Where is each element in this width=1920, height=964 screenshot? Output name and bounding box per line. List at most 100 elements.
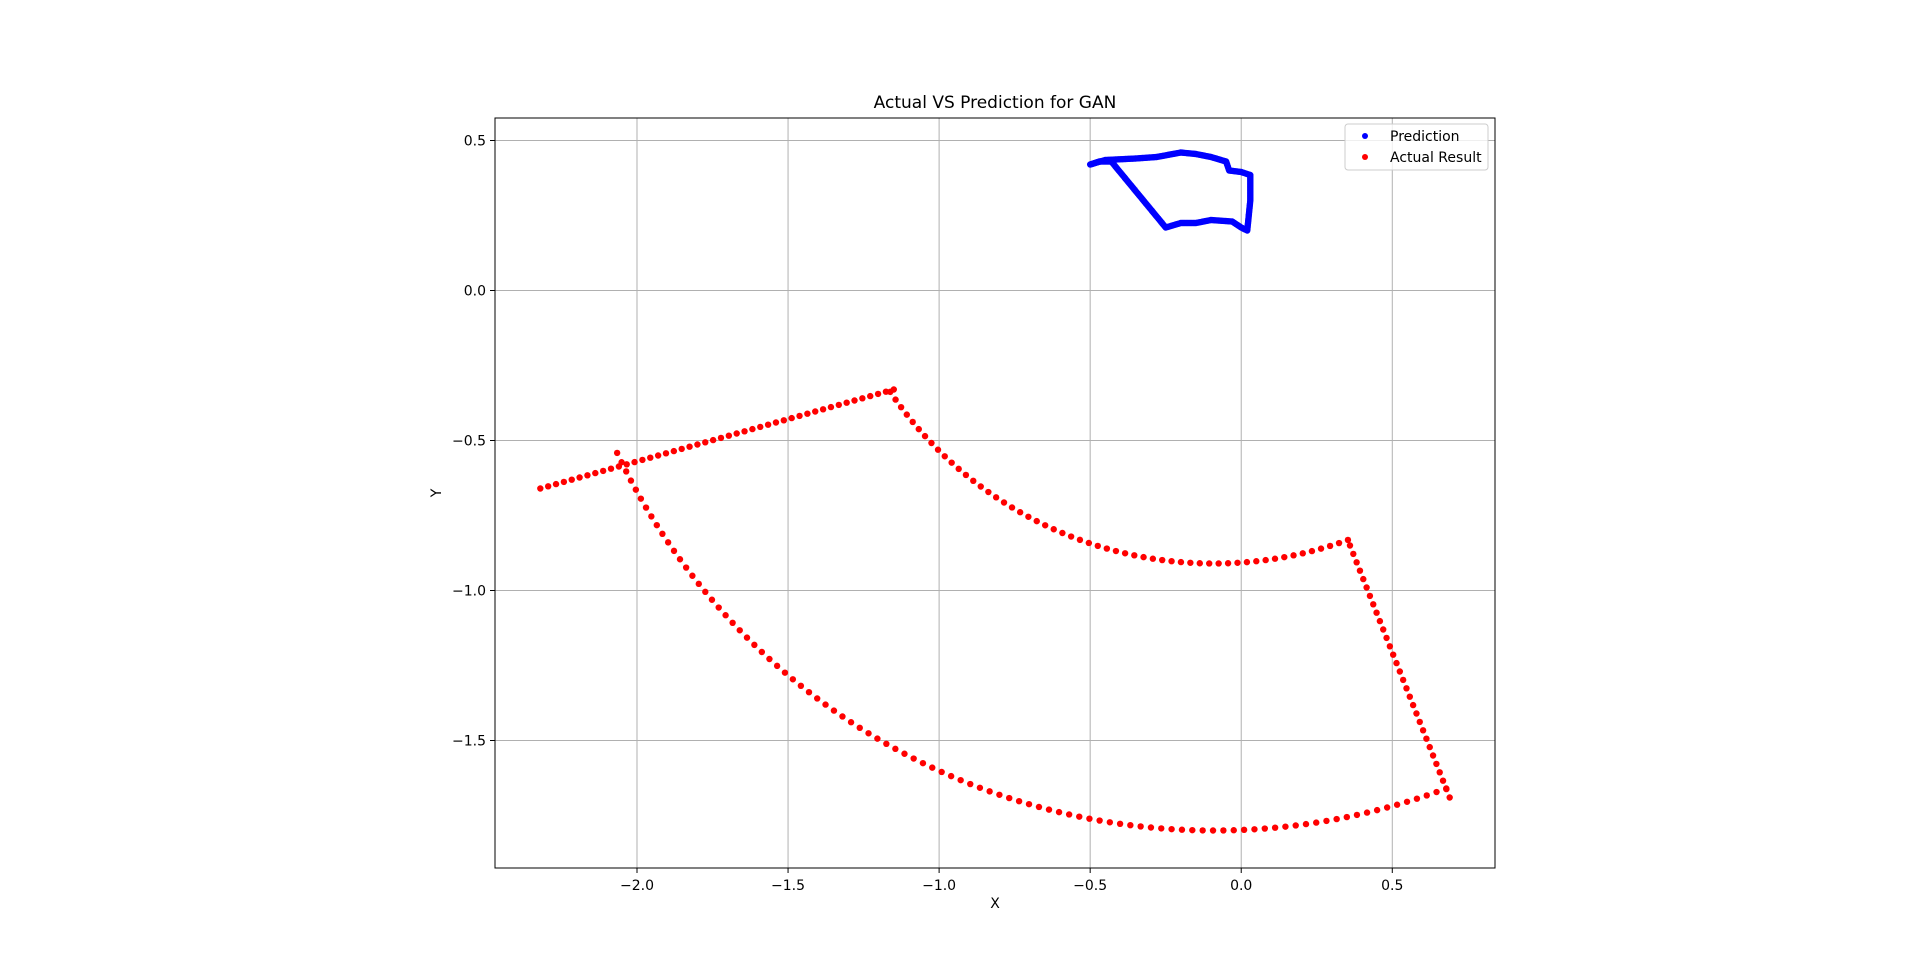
actual-result-point xyxy=(1209,827,1217,834)
actual-result-point xyxy=(1199,827,1206,834)
actual-result-point xyxy=(627,477,635,484)
actual-result-point xyxy=(1158,556,1166,564)
actual-result-point xyxy=(654,452,662,459)
actual-result-point xyxy=(1360,575,1367,583)
grid-lines xyxy=(495,118,1495,868)
actual-result-point xyxy=(537,485,544,492)
actual-result-point xyxy=(962,471,970,479)
actual-result-point xyxy=(733,430,740,437)
actual-result-point xyxy=(709,436,717,444)
actual-result-point xyxy=(689,572,696,579)
actual-result-point xyxy=(1015,797,1023,805)
actual-result-point xyxy=(947,772,955,780)
actual-result-point xyxy=(1271,555,1279,562)
actual-result-point xyxy=(814,695,821,702)
actual-result-point xyxy=(773,662,781,670)
actual-result-point xyxy=(1147,824,1155,831)
actual-result-point xyxy=(883,740,890,748)
actual-result-point xyxy=(909,418,916,426)
actual-result-point xyxy=(1261,825,1268,832)
actual-result-point xyxy=(1353,559,1360,566)
actual-result-point xyxy=(1076,536,1084,544)
actual-result-point xyxy=(1356,567,1364,574)
actual-result-point xyxy=(1396,668,1404,675)
actual-result-point xyxy=(1423,735,1430,742)
actual-result-point xyxy=(901,750,908,757)
actual-result-point xyxy=(957,776,964,784)
actual-result-point xyxy=(1413,710,1420,717)
x-tick-label: 0.0 xyxy=(1230,878,1252,894)
actual-result-point xyxy=(1282,823,1289,830)
actual-result-point xyxy=(1271,824,1279,831)
actual-result-point xyxy=(615,463,623,470)
actual-result-point xyxy=(1127,821,1134,829)
actual-result-point xyxy=(642,504,650,511)
actual-result-point xyxy=(1106,819,1114,826)
actual-result-point xyxy=(847,719,855,726)
actual-result-point xyxy=(1403,798,1411,805)
actual-result-point xyxy=(1045,806,1053,813)
actual-result-point xyxy=(892,396,899,403)
actual-result-point xyxy=(560,478,568,486)
actual-result-point xyxy=(1206,560,1213,567)
actual-result-point xyxy=(670,547,678,555)
actual-result-point xyxy=(1168,557,1175,565)
actual-result-point xyxy=(827,403,835,411)
actual-result-point xyxy=(1189,826,1196,834)
actual-result-point xyxy=(717,434,725,442)
actual-result-point xyxy=(789,676,797,683)
y-tick-label: −1.0 xyxy=(452,584,486,600)
actual-result-point xyxy=(1187,559,1194,566)
actual-result-point xyxy=(1326,542,1334,550)
actual-result-point xyxy=(682,564,690,571)
actual-result-point xyxy=(805,688,813,696)
actual-result-point xyxy=(977,483,984,490)
actual-result-point xyxy=(1373,806,1381,814)
actual-result-point xyxy=(1177,558,1185,566)
actual-result-point xyxy=(1308,547,1316,555)
actual-result-point xyxy=(1140,553,1147,561)
actual-result-point xyxy=(1116,820,1124,828)
actual-result-point xyxy=(741,428,748,435)
chart-title: Actual VS Prediction for GAN xyxy=(874,93,1117,113)
actual-result-point xyxy=(1409,701,1417,709)
legend-marker-actual-result xyxy=(1362,154,1368,160)
actual-result-point xyxy=(865,730,872,737)
actual-result-point xyxy=(1406,693,1414,700)
actual-result-point xyxy=(725,432,733,439)
actual-result-point xyxy=(1131,552,1138,559)
actual-result-point xyxy=(766,655,773,663)
actual-result-point xyxy=(678,445,685,453)
actual-result-point xyxy=(1033,517,1040,525)
actual-result-point xyxy=(781,669,789,676)
actual-result-point xyxy=(996,791,1003,798)
actual-result-point xyxy=(743,634,751,641)
actual-result-point xyxy=(1344,536,1352,544)
actual-result-point xyxy=(1366,592,1374,600)
actual-result-point xyxy=(544,483,552,490)
actual-result-point xyxy=(599,467,607,475)
actual-result-point xyxy=(1393,659,1400,667)
actual-result-point xyxy=(1112,547,1120,555)
actual-result-point xyxy=(796,412,803,420)
actual-result-point xyxy=(592,469,599,477)
actual-result-point xyxy=(662,450,670,457)
actual-result-point xyxy=(1343,813,1351,821)
actual-result-point xyxy=(992,494,1000,501)
actual-result-point xyxy=(1262,556,1269,564)
actual-result-point xyxy=(892,745,899,753)
legend-box xyxy=(1344,123,1489,171)
actual-result-point xyxy=(653,521,661,529)
actual-result-point xyxy=(882,388,890,395)
actual-result-point xyxy=(1059,529,1066,537)
actual-result-point xyxy=(695,580,702,588)
y-tick-label: 0.5 xyxy=(464,134,486,150)
actual-result-point xyxy=(1196,560,1203,567)
actual-result-point xyxy=(1240,826,1248,834)
actual-result-point xyxy=(1423,792,1430,799)
actual-result-point xyxy=(1370,601,1377,608)
actual-result-point xyxy=(804,410,811,417)
actual-result-point xyxy=(948,459,955,466)
